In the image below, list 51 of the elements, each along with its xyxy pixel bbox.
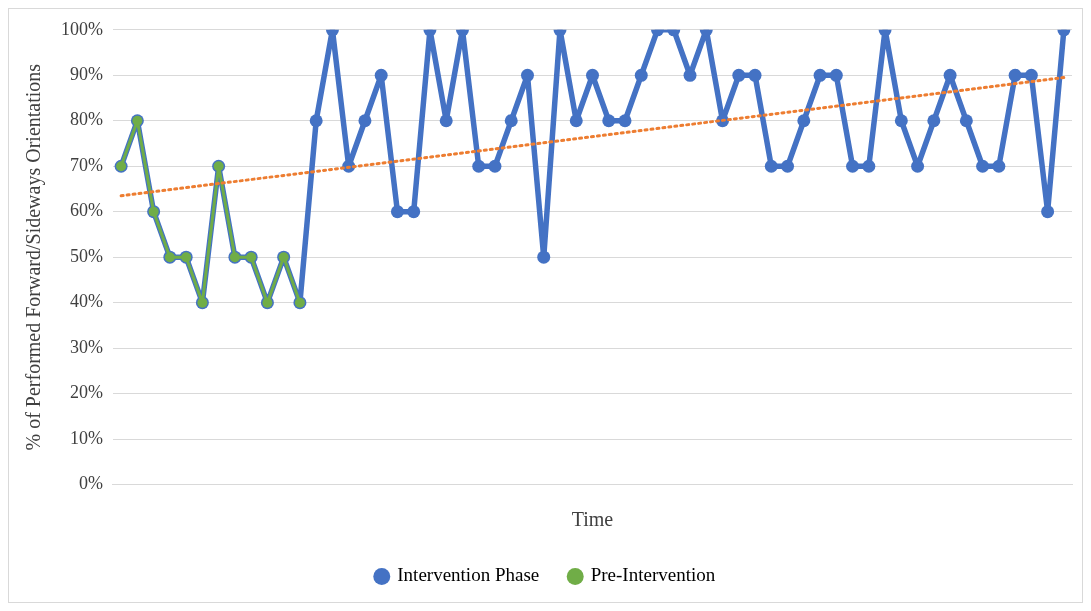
point (748, 68, 762, 82)
point (894, 114, 908, 128)
point (683, 68, 697, 82)
y-tick-label: 60% (69, 200, 103, 221)
point (943, 68, 957, 82)
point (488, 159, 502, 173)
point (504, 114, 518, 128)
y-tick-label: 30% (69, 336, 103, 357)
point (358, 114, 372, 128)
point (634, 68, 648, 82)
y-tick-label: 100% (60, 18, 103, 39)
y-tick-label: 0% (78, 473, 103, 494)
y-tick-label: 70% (69, 154, 103, 175)
point (374, 68, 388, 82)
point (927, 114, 941, 128)
point (732, 68, 746, 82)
point (959, 114, 973, 128)
point (537, 250, 551, 264)
point (829, 68, 843, 82)
x-axis-title: Time (571, 508, 614, 531)
point (390, 205, 404, 219)
point (618, 114, 632, 128)
y-tick-label: 50% (69, 245, 103, 266)
point (976, 159, 990, 173)
legend-label: Pre-Intervention (590, 564, 716, 586)
point (309, 114, 323, 128)
point (472, 159, 486, 173)
point (992, 159, 1006, 173)
y-tick-label: 40% (69, 291, 103, 312)
point (813, 68, 827, 82)
point (911, 159, 925, 173)
point (781, 159, 795, 173)
point (1041, 205, 1055, 219)
y-tick-label: 80% (69, 109, 103, 130)
point (764, 159, 778, 173)
point (1008, 68, 1022, 82)
point (439, 114, 453, 128)
point (520, 68, 534, 82)
point (846, 159, 860, 173)
y-tick-label: 90% (69, 64, 103, 85)
legend-label: Intervention Phase (397, 564, 540, 586)
y-tick-label: 10% (69, 427, 103, 448)
point (1024, 68, 1038, 82)
point (569, 114, 583, 128)
point (602, 114, 616, 128)
point (586, 68, 599, 82)
point (407, 205, 421, 219)
y-axis-title: % of Performed Forward/Sideways Orientations (22, 63, 46, 451)
y-tick-label: 20% (69, 382, 103, 403)
point (797, 114, 811, 128)
point (862, 159, 876, 173)
